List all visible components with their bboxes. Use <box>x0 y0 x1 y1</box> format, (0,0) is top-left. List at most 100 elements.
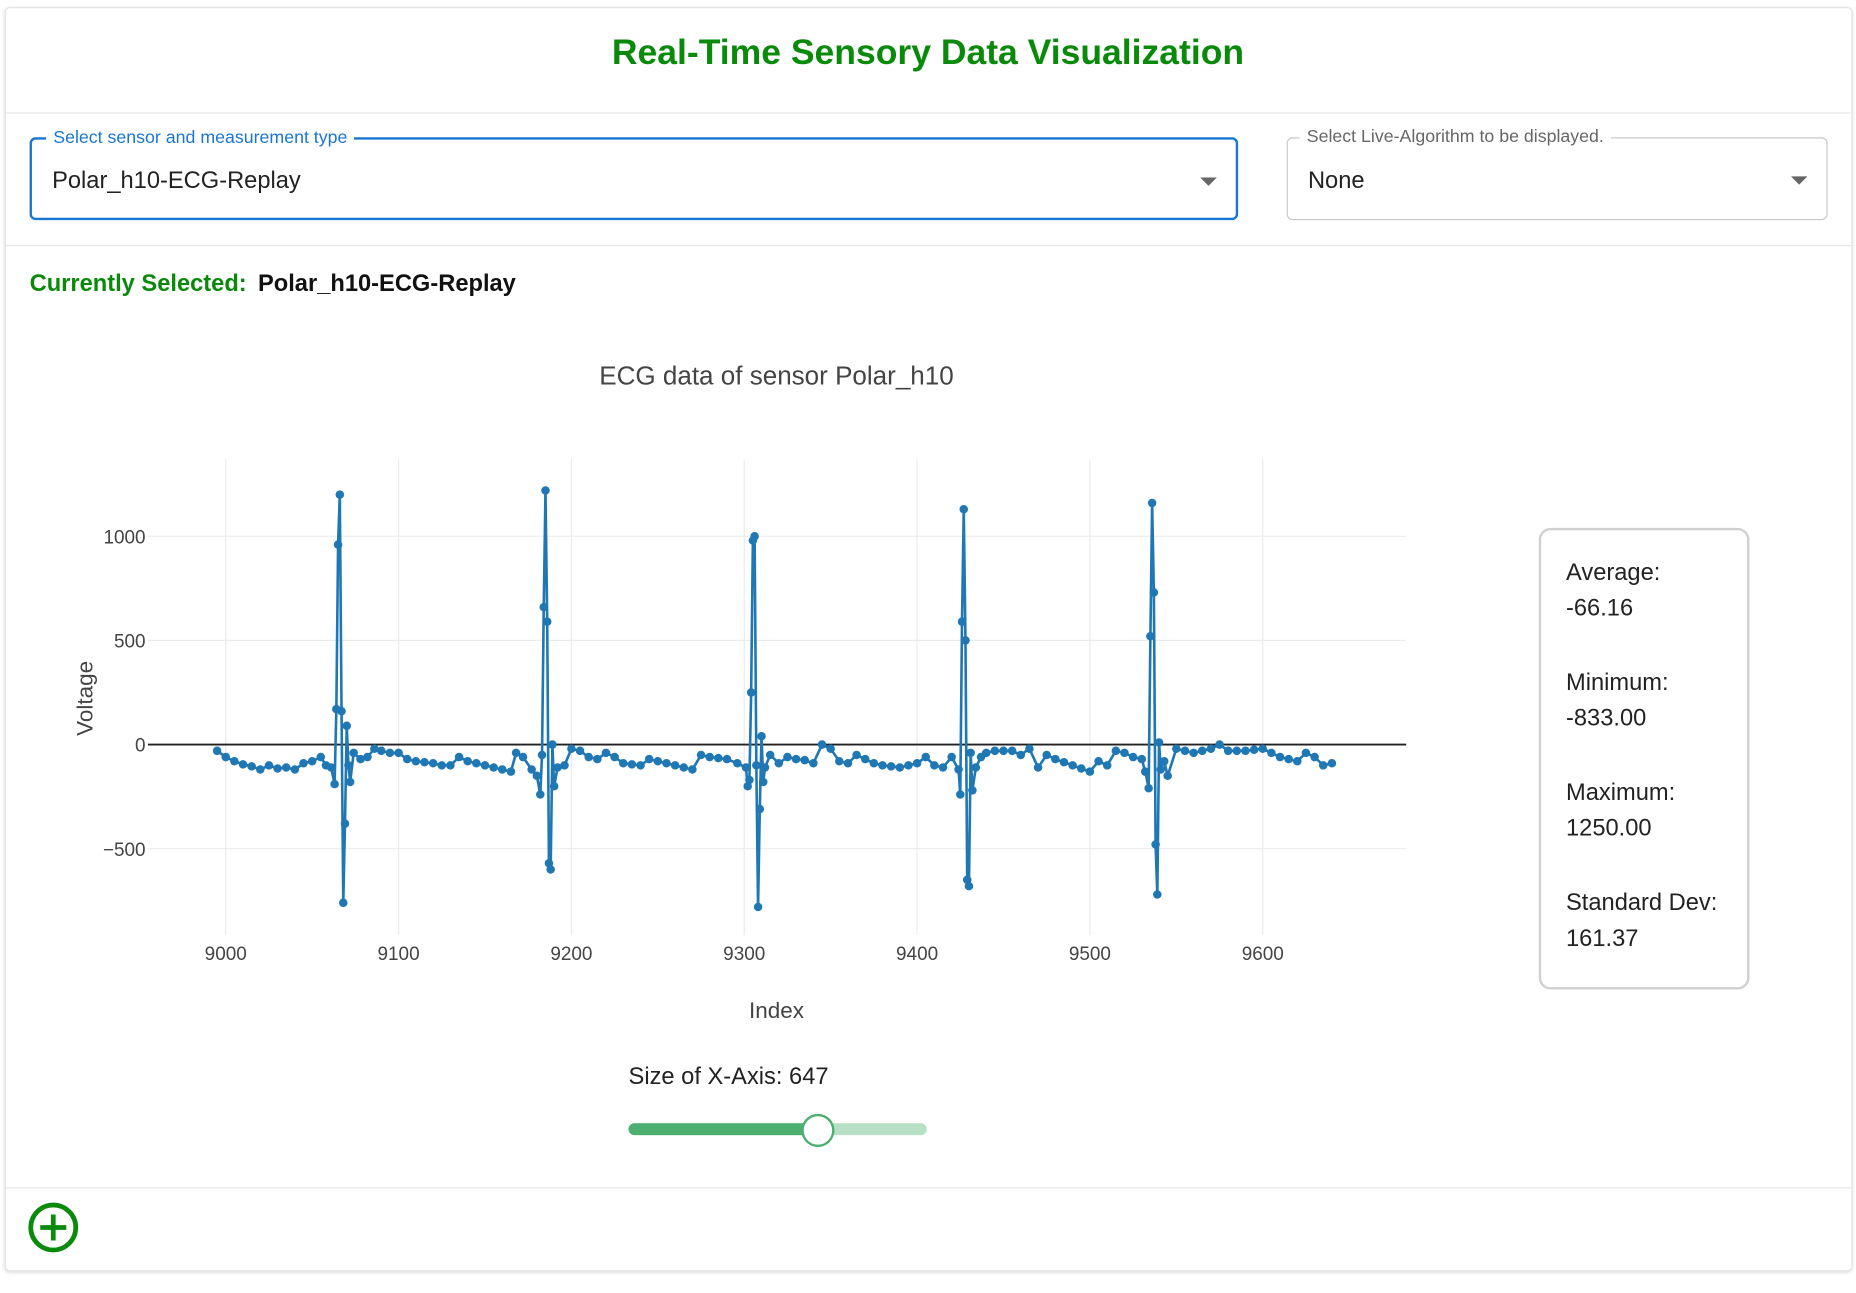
data-point <box>363 752 372 762</box>
data-point <box>662 759 671 768</box>
data-point <box>539 602 549 612</box>
y-tick-label: 1000 <box>103 527 145 548</box>
data-point <box>954 765 963 774</box>
data-point <box>670 761 680 770</box>
data-point <box>238 760 248 769</box>
data-point <box>722 754 732 764</box>
dropdown-arrow <box>1200 177 1217 186</box>
data-point <box>696 750 706 760</box>
data-point <box>627 760 637 769</box>
data-point <box>1128 752 1138 762</box>
data-point <box>1033 763 1043 772</box>
chart-title: ECG data of sensor Polar_h10 <box>599 361 954 391</box>
data-point <box>480 761 490 770</box>
data-point <box>256 765 265 774</box>
data-point <box>394 748 403 758</box>
data-point <box>860 754 870 764</box>
data-point <box>541 486 550 495</box>
add-icon <box>28 1202 79 1253</box>
divider <box>4 1187 1852 1189</box>
data-point <box>1059 757 1069 767</box>
sensor-select[interactable]: Select sensor and measurement type Polar… <box>29 127 1239 221</box>
data-point <box>584 752 593 762</box>
stat-value: -833.00 <box>1565 705 1647 732</box>
data-point <box>765 750 775 760</box>
data-point <box>869 759 879 768</box>
data-point <box>498 765 507 774</box>
stat-label: Standard Dev: <box>1565 890 1718 917</box>
current-selection: Currently Selected: Polar_h10-ECG-Replay <box>30 271 516 298</box>
slider-fill <box>628 1123 817 1136</box>
algorithm-select[interactable]: Select Live-Algorithm to be displayed. N… <box>1286 126 1828 221</box>
data-point <box>537 750 547 760</box>
y-tick-label: 500 <box>114 632 146 653</box>
series-line <box>216 489 1333 909</box>
data-point <box>1120 748 1129 758</box>
data-point <box>968 786 977 795</box>
data-point <box>843 759 853 768</box>
data-point <box>411 756 421 766</box>
data-point <box>553 763 562 772</box>
data-point <box>800 755 809 765</box>
data-point <box>1051 754 1060 764</box>
data-point <box>636 761 645 770</box>
data-point <box>878 761 887 770</box>
chart: ECG data of sensor Polar_h10 Index Voltage… <box>72 361 1407 1023</box>
data-point <box>1197 746 1207 756</box>
data-point <box>895 763 905 772</box>
data-point <box>511 748 521 758</box>
data-point <box>527 765 536 774</box>
data-point <box>546 865 555 874</box>
data-point <box>463 756 472 766</box>
data-point <box>1223 746 1233 756</box>
data-point <box>1102 761 1112 770</box>
data-point <box>1293 756 1302 766</box>
data-point <box>316 752 326 762</box>
data-point <box>644 754 654 764</box>
data-point <box>852 750 861 760</box>
data-point <box>1151 840 1160 849</box>
data-point <box>601 748 611 758</box>
data-point <box>826 744 835 753</box>
data-point <box>1016 750 1026 760</box>
slider-track[interactable] <box>628 1123 927 1136</box>
data-point <box>755 804 765 814</box>
data-point <box>610 752 619 762</box>
data-point <box>339 898 348 908</box>
data-point <box>1284 754 1293 764</box>
data-point <box>1172 744 1181 753</box>
stat-value: -66.16 <box>1565 595 1634 622</box>
data-point <box>1310 752 1319 762</box>
data-point <box>774 759 784 768</box>
data-point <box>307 756 317 766</box>
data-point <box>489 763 498 772</box>
data-point <box>912 759 922 768</box>
data-point <box>1267 748 1276 758</box>
stat-value: 1250.00 <box>1565 815 1652 842</box>
data-point <box>886 762 896 771</box>
slider-value: 647 <box>789 1064 829 1091</box>
data-point <box>1140 767 1150 776</box>
data-point <box>956 790 965 799</box>
data-point <box>760 763 770 772</box>
data-point <box>1147 498 1157 508</box>
data-point <box>981 748 991 758</box>
slider-label: Size of X-Axis: 647 <box>629 1064 829 1091</box>
data-point <box>1159 756 1169 766</box>
data-point <box>957 617 967 626</box>
data-point <box>349 748 358 758</box>
slider-thumb[interactable] <box>801 1113 835 1147</box>
data-point <box>370 744 379 753</box>
data-point <box>437 761 447 770</box>
select-value: None <box>1307 168 1365 195</box>
data-point <box>714 753 723 763</box>
add-button[interactable] <box>24 1198 83 1257</box>
x-tick-label: 9600 <box>1242 944 1284 965</box>
data-point <box>518 752 528 762</box>
data-point <box>746 688 756 697</box>
x-tick-label: 9400 <box>896 944 938 965</box>
data-point <box>947 752 956 762</box>
data-point <box>964 881 974 891</box>
data-point <box>1146 632 1155 641</box>
data-point <box>990 746 1000 756</box>
